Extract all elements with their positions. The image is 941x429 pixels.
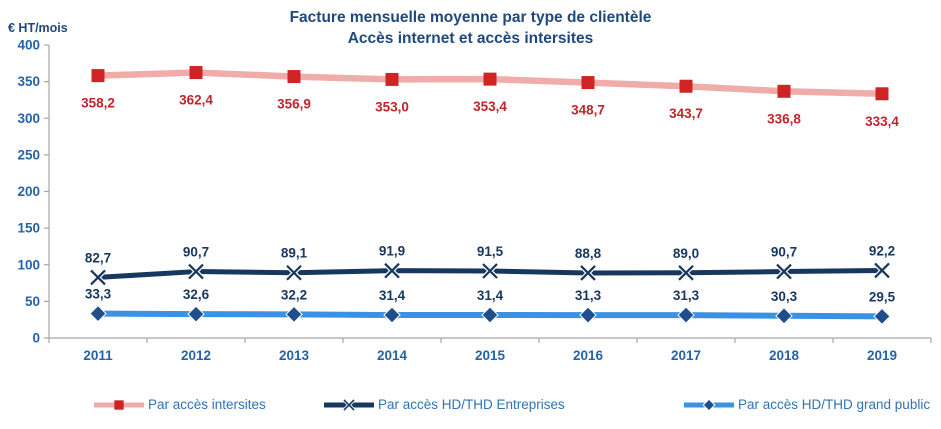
diamond-marker-icon [677,306,695,324]
y-tick-label: 250 [17,147,40,162]
value-label: 31,4 [477,288,504,303]
square-marker-icon [875,87,889,101]
x-marker-icon [286,264,302,281]
value-label: 31,3 [673,288,700,303]
diamond-marker-icon [187,305,205,323]
x-tick-label: 2011 [83,348,113,363]
chart-subtitle: Accès internet et accès intersites [347,30,594,47]
x-marker-icon [482,263,498,279]
square-marker-icon [581,76,595,90]
square-marker-icon [287,70,301,84]
value-label: 33,3 [85,287,112,302]
diamond-marker-icon [579,306,597,324]
x-marker-icon [580,265,596,281]
value-label: 353,4 [473,99,507,114]
value-label: 343,7 [669,106,703,121]
diamond-marker-icon [481,306,499,324]
value-label: 348,7 [571,103,605,118]
square-marker-icon [679,79,693,93]
y-tick-label: 0 [32,331,40,346]
y-tick-label: 350 [17,74,40,89]
x-marker-icon [384,262,400,279]
value-label: 358,2 [81,96,115,111]
value-label: 92,2 [869,243,895,258]
value-label: 29,5 [869,289,896,304]
diamond-marker-icon [775,307,793,325]
x-tick-label: 2016 [573,348,604,363]
x-marker-icon [776,263,792,280]
x-tick-label: 2015 [475,348,506,363]
value-label: 356,9 [277,97,311,112]
diamond-marker-icon [89,304,107,323]
x-marker-icon [90,269,106,286]
x-tick-label: 2017 [671,348,701,363]
x-tick-label: 2013 [279,348,310,363]
y-axis-unit-label: € HT/mois [8,21,68,35]
value-label: 91,9 [379,244,405,259]
y-tick-label: 50 [25,294,40,309]
value-label: 90,7 [771,245,797,260]
square-marker-icon [777,84,791,98]
value-label: 32,2 [281,287,307,302]
diamond-marker-icon [873,307,891,326]
x-marker-icon [874,262,890,279]
diamond-marker-icon [285,305,303,324]
square-marker-icon [91,69,105,83]
value-label: 88,8 [575,246,602,261]
value-label: 31,4 [379,288,406,303]
x-tick-label: 2018 [769,348,800,363]
value-label: 82,7 [85,250,111,265]
x-marker-icon [678,265,694,281]
value-label: 91,5 [477,244,504,259]
diamond-marker-icon [383,306,401,324]
value-label: 89,1 [281,246,308,261]
y-tick-label: 200 [17,184,40,199]
chart-title: Facture mensuelle moyenne par type de cl… [289,9,652,26]
value-label: 32,6 [183,287,210,302]
square-marker-icon [385,72,399,86]
value-label: 336,8 [767,111,801,126]
value-label: 353,0 [375,99,409,114]
x-tick-label: 2012 [181,348,211,363]
chart-title-block: Facture mensuelle moyenne par type de cl… [0,7,941,49]
square-marker-icon [483,72,497,86]
square-marker-icon [189,66,203,80]
value-label: 30,3 [771,289,798,304]
value-label: 333,4 [865,114,899,129]
y-tick-label: 100 [17,257,40,272]
value-label: 362,4 [179,93,213,108]
y-tick-label: 400 [17,38,40,53]
x-tick-label: 2014 [377,348,408,363]
x-tick-label: 2019 [867,348,897,363]
x-marker-icon [188,263,204,280]
value-label: 90,7 [183,245,209,260]
value-label: 89,0 [673,246,699,261]
y-tick-label: 150 [17,221,40,236]
y-tick-label: 300 [17,111,40,126]
value-label: 31,3 [575,288,602,303]
